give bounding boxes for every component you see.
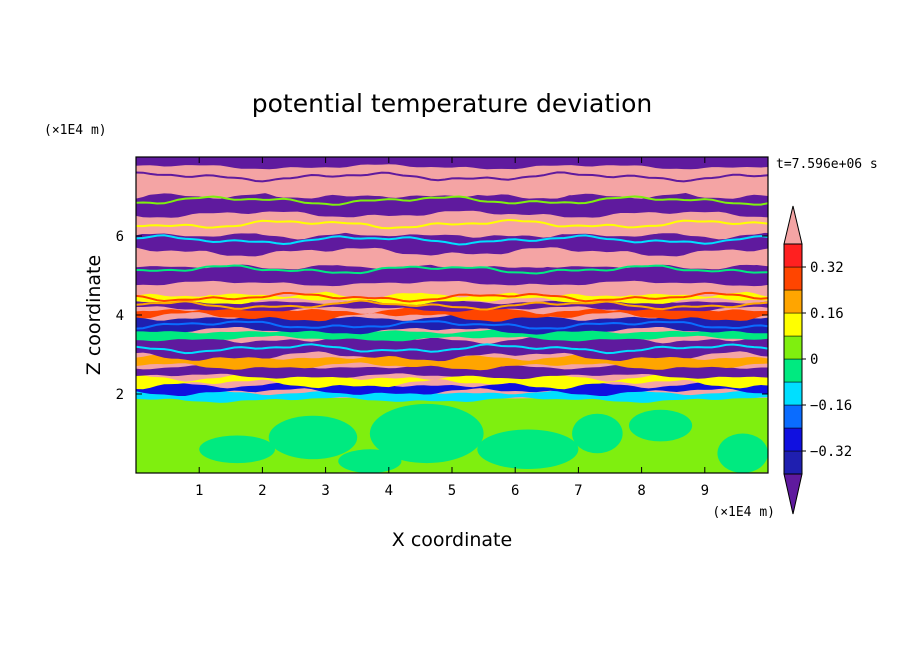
colorbar-extend-high [783, 205, 803, 245]
colorbar-segment [783, 450, 803, 475]
field-filament [136, 171, 768, 183]
y-axis: 2 4 6 [116, 229, 768, 403]
field-filament [136, 218, 768, 230]
colorbar-tick-label: 0 [810, 352, 818, 368]
x-tick-label: 2 [258, 483, 266, 499]
field-band [136, 247, 768, 270]
time-label: t=7.596e+06 s [776, 157, 878, 172]
field-blob [572, 413, 623, 454]
y-tick-label: 6 [116, 229, 124, 245]
x-tick-label: 7 [574, 483, 582, 499]
x-tick-label: 5 [448, 483, 456, 499]
field-filament [136, 291, 768, 303]
x-axis: 1 2 3 4 5 6 7 8 9 [195, 157, 709, 499]
colorbar-segment [783, 243, 803, 268]
plot-area [136, 157, 768, 473]
colorbar-segment [783, 335, 803, 360]
field-band [136, 157, 768, 170]
colorbar-tick-label: 0.16 [810, 306, 844, 322]
field-band [136, 161, 768, 199]
colorbar-segment [783, 404, 803, 429]
y-axis-title: Z coordinate [83, 255, 105, 375]
colorbar-segment [783, 312, 803, 337]
field-band [136, 333, 768, 362]
field-blob [477, 429, 579, 470]
chart-title: potential temperature deviation [252, 89, 652, 118]
field-blob [717, 433, 768, 473]
field-blob [268, 415, 358, 460]
x-tick-label: 9 [701, 483, 709, 499]
field-band [136, 303, 768, 322]
y-tick-label: 4 [116, 308, 124, 324]
x-tick-label: 1 [195, 483, 203, 499]
field-filament [136, 264, 768, 275]
x-tick-label: 3 [321, 483, 329, 499]
colorbar-segment [783, 381, 803, 406]
field-filament [136, 320, 768, 330]
y-tick-label: 2 [116, 387, 124, 403]
x-tick-label: 6 [511, 483, 519, 499]
x-axis-title: X coordinate [392, 529, 512, 551]
x-axis-unit: (×1E4 m) [712, 505, 775, 520]
colorbar-extend-low [783, 473, 803, 515]
colorbar: 0.32 0.16 0 −0.16 −0.32 [783, 205, 852, 515]
field-blob [628, 409, 693, 442]
field-filament [136, 343, 768, 355]
field-filament [136, 299, 768, 311]
field-filament [136, 234, 768, 246]
field-filament [136, 195, 768, 206]
field-blob [199, 435, 276, 464]
field-blob [369, 403, 484, 464]
colorbar-segment [783, 289, 803, 314]
field-blob [338, 449, 402, 473]
colorbar-tick-label: 0.32 [810, 260, 844, 276]
x-tick-label: 8 [637, 483, 645, 499]
y-axis-unit: (×1E4 m) [44, 123, 107, 138]
colorbar-segment [783, 427, 803, 452]
x-tick-label: 4 [385, 483, 393, 499]
colorbar-tick-label: −0.32 [810, 444, 852, 460]
colorbar-segment [783, 266, 803, 291]
colorbar-tick-label: −0.16 [810, 398, 852, 414]
colorbar-segment [783, 358, 803, 383]
field-band [136, 380, 768, 396]
